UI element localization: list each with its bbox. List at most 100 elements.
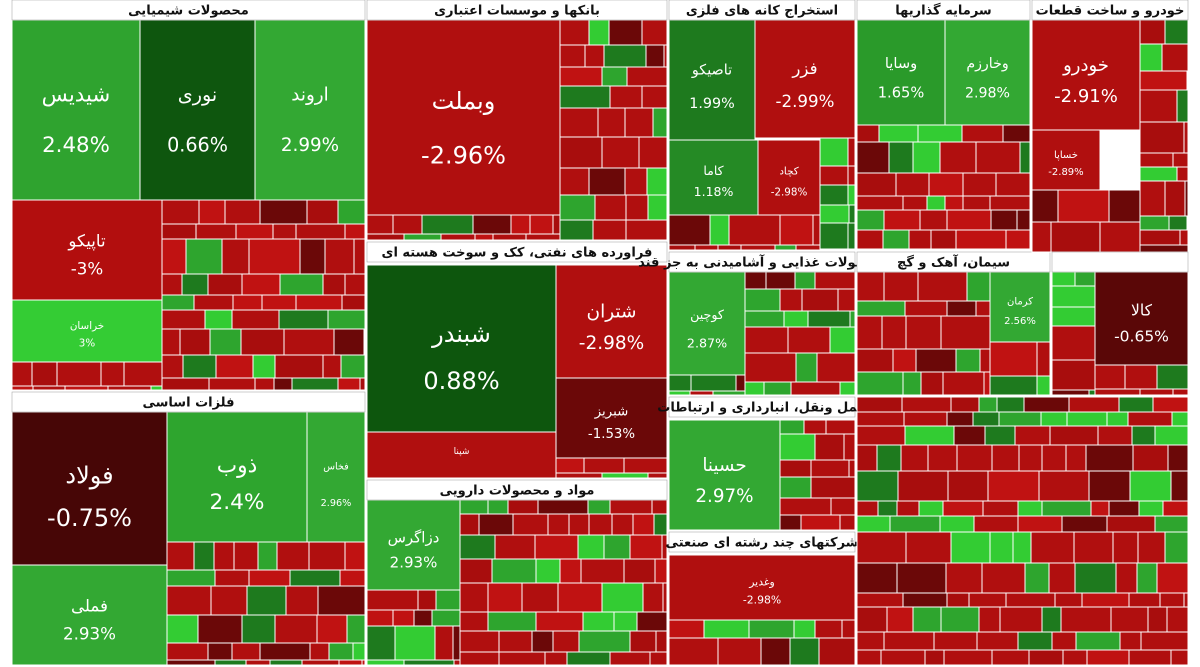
small-tile — [1062, 649, 1088, 666]
small-tile — [848, 459, 856, 478]
small-tile — [940, 606, 980, 633]
small-tile — [11, 361, 33, 387]
small-tile — [856, 592, 904, 608]
small-tile — [647, 472, 668, 479]
small-tile — [825, 419, 856, 435]
small-tile — [487, 582, 523, 613]
small-tile — [779, 433, 816, 461]
tile-label: شیدیس — [42, 83, 111, 108]
tile — [668, 139, 759, 216]
small-tile — [712, 390, 746, 396]
small-tile — [587, 499, 611, 515]
small-tile — [494, 534, 536, 560]
small-tile — [283, 328, 335, 356]
small-tile — [344, 541, 366, 571]
small-tile — [652, 107, 668, 138]
small-tile — [856, 124, 880, 143]
tile-change: -2.98% — [743, 594, 781, 607]
small-tile — [662, 582, 668, 613]
small-tile — [623, 457, 668, 474]
small-tile — [939, 515, 975, 533]
small-tile — [559, 219, 594, 241]
small-tile — [440, 233, 476, 241]
tile-change: 1.65% — [878, 85, 925, 102]
small-tile — [555, 472, 603, 479]
small-tile — [210, 585, 248, 616]
small-tile — [983, 371, 991, 396]
small-tile — [552, 630, 580, 653]
small-tile — [580, 558, 625, 584]
tile-change: 2.56% — [1004, 316, 1036, 327]
small-tile — [1054, 592, 1083, 608]
small-tile — [878, 124, 919, 143]
small-tile — [624, 167, 648, 196]
small-tile — [795, 352, 818, 383]
small-tile — [847, 165, 856, 186]
small-tile — [459, 558, 493, 584]
tile — [555, 264, 668, 379]
small-tile — [1139, 244, 1189, 253]
small-tile — [807, 310, 851, 328]
tile — [754, 19, 856, 139]
small-tile — [989, 375, 1038, 396]
small-tile — [814, 433, 845, 461]
small-tile — [1139, 180, 1166, 217]
small-tile — [839, 514, 856, 531]
small-tile — [919, 209, 948, 231]
small-tile — [950, 531, 991, 564]
small-tile — [597, 107, 626, 138]
small-tile — [1016, 209, 1031, 231]
small-tile — [981, 562, 1026, 594]
small-tile — [1041, 500, 1092, 517]
tile — [668, 271, 746, 376]
small-tile — [1112, 531, 1139, 564]
small-tile — [1139, 166, 1178, 182]
small-tile — [1041, 606, 1062, 633]
small-tile — [1184, 180, 1189, 217]
small-tile — [198, 199, 226, 225]
small-tile — [1040, 411, 1068, 427]
tile-label: ذوب — [217, 454, 258, 479]
small-tile — [654, 558, 668, 584]
tile-label: نوری — [178, 83, 217, 106]
small-tile — [459, 630, 500, 653]
small-tile — [896, 500, 920, 517]
small-tile — [492, 233, 527, 241]
sector-title: فراورده های نفتی، کک و سوخت هسته ای — [382, 246, 653, 261]
small-tile — [625, 194, 649, 221]
small-tile — [261, 294, 297, 311]
small-tile — [668, 637, 719, 666]
small-tile — [856, 500, 879, 517]
small-tile — [1118, 396, 1154, 413]
tile-change: 1.18% — [694, 184, 734, 199]
small-tile — [744, 326, 789, 354]
small-tile — [856, 444, 878, 472]
small-tile — [966, 271, 991, 302]
sector-title: حمل ونقل، انبارداری و ارتباطات — [657, 401, 866, 416]
small-tile — [417, 589, 437, 611]
small-tile — [1005, 229, 1031, 250]
tile — [366, 264, 557, 433]
small-tile — [1057, 189, 1110, 223]
small-tile — [1137, 531, 1166, 564]
small-tile — [609, 499, 653, 515]
small-tile — [259, 642, 311, 661]
small-tile — [1075, 631, 1121, 651]
small-tile — [1060, 606, 1112, 633]
small-tile — [789, 637, 820, 666]
small-tile — [1097, 425, 1133, 446]
tile-label: دزاگرس — [388, 528, 440, 546]
small-tile — [344, 223, 366, 240]
small-tile — [252, 354, 276, 379]
small-tile — [344, 273, 366, 296]
sector-header — [668, 251, 856, 273]
small-tile — [819, 222, 849, 250]
small-tile — [1129, 470, 1172, 502]
small-tile — [333, 328, 365, 356]
tile-change: 2.48% — [42, 133, 110, 158]
small-tile — [760, 637, 791, 666]
small-tile — [847, 222, 856, 250]
small-tile — [557, 582, 603, 613]
small-tile — [636, 611, 668, 632]
tile — [11, 564, 168, 666]
